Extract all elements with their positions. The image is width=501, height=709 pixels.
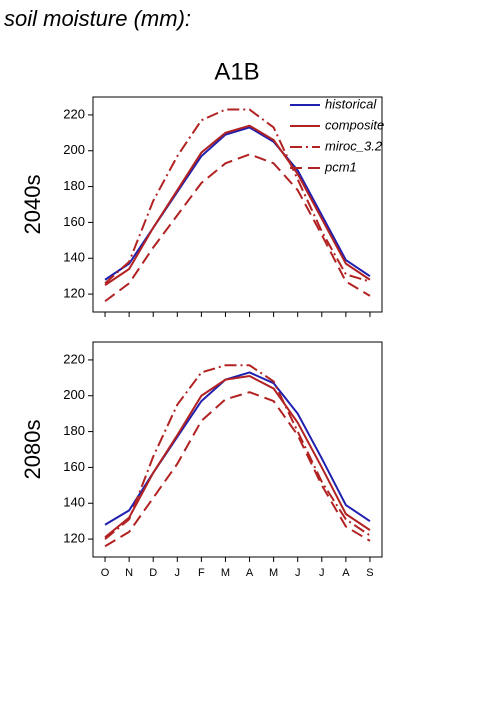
page-title: soil moisture (mm):: [4, 6, 191, 31]
y-tick-label: 200: [63, 142, 85, 157]
series-line: [104, 124, 371, 286]
x-tick-label: J: [295, 567, 301, 579]
x-tick-label: N: [125, 567, 133, 579]
y-tick-label: 220: [63, 351, 85, 366]
series-line: [104, 153, 371, 303]
y-tick-label: 120: [63, 531, 85, 546]
series-line: [104, 391, 371, 548]
series-line: [104, 375, 371, 539]
scenario-title: A1B: [214, 58, 259, 85]
series-line: [104, 108, 371, 285]
y-tick-label: 120: [63, 286, 85, 301]
y-tick-label: 160: [63, 459, 85, 474]
x-tick-label: M: [221, 567, 230, 579]
y-tick-label: 140: [63, 250, 85, 265]
x-tick-label: F: [198, 567, 205, 579]
y-axis-label: 2080s: [20, 420, 45, 480]
x-tick-label: J: [319, 567, 325, 579]
plot-frame: [92, 96, 383, 313]
y-tick-label: 180: [63, 423, 85, 438]
x-tick-label: M: [269, 567, 278, 579]
x-tick-label: A: [342, 567, 350, 579]
y-tick-label: 180: [63, 178, 85, 193]
y-tick-label: 160: [63, 214, 85, 229]
x-tick-label: D: [149, 567, 157, 579]
y-tick-label: 140: [63, 495, 85, 510]
plot-frame: [92, 341, 383, 558]
x-tick-label: A: [246, 567, 254, 579]
x-tick-label: S: [366, 567, 373, 579]
legend-label: composite: [325, 117, 384, 132]
x-tick-label: O: [101, 567, 110, 579]
y-tick-label: 200: [63, 387, 85, 402]
y-tick-label: 220: [63, 106, 85, 121]
legend-label: miroc_3.2: [325, 138, 383, 153]
y-axis-label: 2040s: [20, 175, 45, 235]
series-line: [104, 364, 371, 540]
x-tick-label: J: [175, 567, 181, 579]
legend-label: pcm1: [324, 159, 357, 174]
legend-label: historical: [325, 96, 377, 111]
